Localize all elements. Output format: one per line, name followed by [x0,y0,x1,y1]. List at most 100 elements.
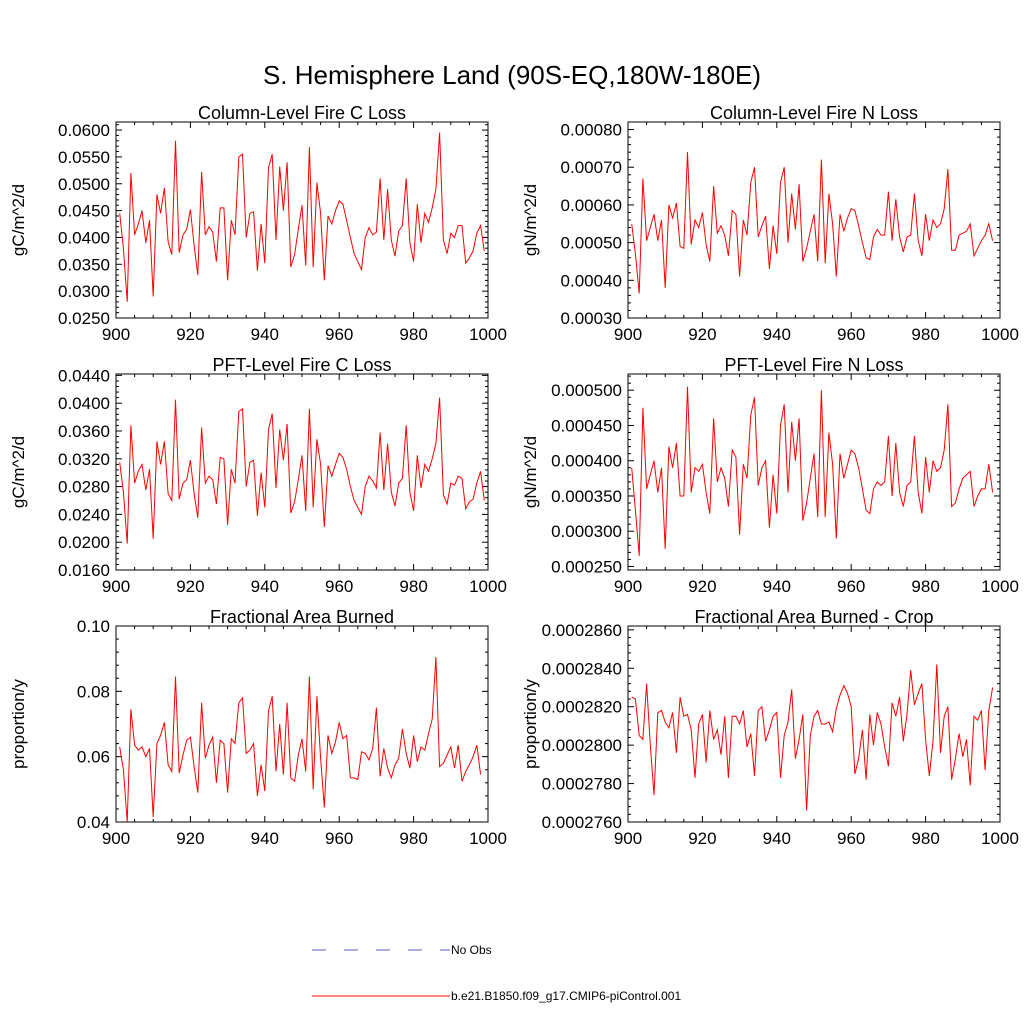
x-tick-label: 900 [614,577,642,596]
x-tick-label: 960 [837,577,865,596]
y-tick-label: 0.0450 [58,202,110,221]
y-tick-label: 0.06 [77,748,110,767]
x-tick-label: 1000 [981,829,1019,848]
x-tick-label: 980 [911,577,939,596]
x-tick-label: 920 [176,577,204,596]
y-tick-label: 0.0002820 [542,698,622,717]
x-tick-label: 960 [325,577,353,596]
y-tick-label: 0.0350 [58,255,110,274]
x-tick-label: 920 [176,829,204,848]
y-tick-label: 0.04 [77,813,110,832]
y-tick-label: 0.0002780 [542,775,622,794]
x-tick-label: 980 [911,829,939,848]
y-tick-label: 0.0360 [58,422,110,441]
series-line-1 [119,656,482,823]
series-line-1 [631,664,994,811]
y-tick-label: 0.000500 [551,381,622,400]
x-tick-label: 960 [325,325,353,344]
x-tick-label: 900 [102,325,130,344]
x-tick-label: 1000 [981,325,1019,344]
y-tick-label: 0.00030 [561,309,622,328]
x-tick-label: 940 [251,829,279,848]
x-tick-label: 920 [688,577,716,596]
y-tick-label: 0.0002800 [542,736,622,755]
y-axis-label: gC/m^2/d [9,184,28,256]
y-tick-label: 0.00040 [561,271,622,290]
y-tick-label: 0.0320 [58,450,110,469]
x-tick-label: 900 [614,325,642,344]
y-axis-label: gC/m^2/d [9,436,28,508]
panel-3: PFT-Level Fire C Loss gC/m^2/d 900 920 940 96… [9,355,507,596]
y-tick-label: 0.08 [77,682,110,701]
y-tick-label: 0.0600 [58,121,110,140]
y-tick-label: 0.0002860 [542,621,622,640]
y-tick-label: 0.0400 [58,228,110,247]
panel-1: Column-Level Fire C Loss gC/m^2/d 900 920 94… [9,103,507,344]
x-tick-label: 940 [251,325,279,344]
y-tick-label: 0.10 [77,617,110,636]
y-tick-label: 0.00060 [561,196,622,215]
y-tick-label: 0.0300 [58,282,110,301]
x-tick-label: 940 [763,577,791,596]
x-tick-label: 1000 [981,577,1019,596]
panel-5: Fractional Area Burned proportion/y 900 920… [9,607,507,848]
x-tick-label: 980 [399,829,427,848]
y-tick-label: 0.0160 [58,561,110,580]
x-tick-label: 980 [399,577,427,596]
y-tick-label: 0.000300 [551,522,622,541]
panel-title: Fractional Area Burned [210,607,394,627]
x-tick-label: 1000 [469,325,507,344]
y-tick-label: 0.000350 [551,487,622,506]
x-tick-label: 980 [399,325,427,344]
y-tick-label: 0.000250 [551,557,622,576]
figure-title: S. Hemisphere Land (90S-EQ,180W-180E) [263,60,761,90]
x-tick-label: 900 [102,577,130,596]
x-tick-label: 960 [837,325,865,344]
x-tick-label: 940 [251,577,279,596]
legend-run-label: b.e21.B1850.f09_g17.CMIP6-piControl.001 [451,989,681,1003]
y-tick-label: 0.00050 [561,234,622,253]
x-tick-label: 980 [911,325,939,344]
series-line-1 [119,132,485,302]
y-tick-label: 0.000450 [551,416,622,435]
y-axis-label: gN/m^2/d [521,436,540,508]
y-tick-label: 0.0550 [58,148,110,167]
x-tick-label: 900 [614,829,642,848]
panels: Column-Level Fire C Loss gC/m^2/d 900 920 94… [9,103,1019,848]
panel-2: Column-Level Fire N Loss gN/m^2/d 900 920 94… [521,103,1019,344]
legend-no-obs-label: No Obs [451,943,492,957]
y-tick-label: 0.0250 [58,309,110,328]
y-tick-label: 0.0200 [58,533,110,552]
y-tick-label: 0.0280 [58,478,110,497]
x-tick-label: 920 [688,325,716,344]
panel-title: Column-Level Fire N Loss [710,103,918,123]
y-axis-label: proportion/y [9,679,28,769]
y-tick-label: 0.0240 [58,505,110,524]
x-tick-label: 920 [688,829,716,848]
x-tick-label: 1000 [469,829,507,848]
y-tick-label: 0.00080 [561,121,622,140]
x-tick-label: 940 [763,829,791,848]
panel-title: Fractional Area Burned - Crop [694,607,933,627]
legend: No Obs b.e21.B1850.f09_g17.CMIP6-piContr… [312,943,681,1003]
x-tick-label: 920 [176,325,204,344]
x-tick-label: 900 [102,829,130,848]
series-line-1 [631,386,994,556]
y-tick-label: 0.0500 [58,175,110,194]
panel-title: PFT-Level Fire N Loss [724,355,903,375]
series-line-1 [119,397,485,544]
x-tick-label: 940 [763,325,791,344]
series-line-1 [631,152,994,294]
y-tick-label: 0.000400 [551,452,622,471]
panel-6: Fractional Area Burned - Crop proportion/… [521,607,1019,848]
panel-title: Column-Level Fire C Loss [198,103,406,123]
y-tick-label: 0.0002760 [542,813,622,832]
y-tick-label: 0.0002840 [542,659,622,678]
panel-title: PFT-Level Fire C Loss [212,355,391,375]
x-tick-label: 960 [325,829,353,848]
y-tick-label: 0.0400 [58,394,110,413]
x-tick-label: 1000 [469,577,507,596]
y-axis-label: proportion/y [521,679,540,769]
